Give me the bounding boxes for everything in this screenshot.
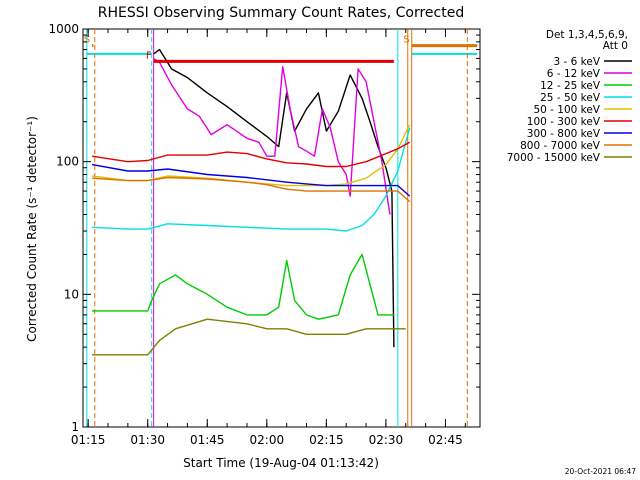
legend-label-1: 3 - 6 keV — [553, 56, 600, 68]
chart-title: RHESSI Observing Summary Count Rates, Co… — [98, 5, 464, 21]
legend-header-1: Det 1,3,4,5,6,9, — [546, 29, 628, 41]
series-line-2 — [153, 57, 391, 215]
annotation-label-1: S — [84, 35, 90, 46]
x-tick-label-2: 01:30 — [130, 433, 165, 447]
vertical-markers — [86, 29, 478, 427]
x-tick-label-4: 02:00 — [250, 433, 285, 447]
legend-label-9: 7000 - 15000 keV — [507, 152, 601, 164]
y-axis-label: Corrected Count Rate (s⁻¹ detector⁻¹) — [25, 116, 39, 342]
annotation-label-3: F — [146, 50, 152, 61]
legend-label-3: 12 - 25 keV — [540, 80, 601, 92]
timestamp: 20-Oct-2021 06:47 — [565, 467, 636, 476]
x-tick-label-6: 02:30 — [369, 433, 404, 447]
annotation-label-2: S — [403, 35, 409, 46]
axes: 01:15 01:30 01:45 02:00 02:15 02:30 02:45 1 10 10… — [48, 22, 480, 447]
y-tick-label-1: 1 — [71, 420, 79, 434]
plot-area-frame — [82, 28, 481, 428]
series-line-8 — [92, 176, 411, 203]
y-tick-label-4: 1000 — [48, 22, 79, 36]
legend-header-2: Att 0 — [603, 40, 628, 52]
x-axis-label: Start Time (19-Aug-04 01:13:42) — [183, 456, 379, 470]
legend-label-2: 6 - 12 keV — [547, 68, 601, 80]
legend-label-4: 25 - 50 keV — [540, 92, 601, 104]
y-tick-label-3: 100 — [56, 155, 79, 169]
series-lines — [91, 48, 411, 356]
x-tick-label-5: 02:15 — [309, 433, 344, 447]
legend-label-7: 300 - 800 keV — [527, 128, 601, 140]
x-tick-label-1: 01:15 — [71, 433, 106, 447]
series-line-1 — [153, 48, 395, 348]
x-tick-label-7: 02:45 — [428, 433, 463, 447]
series-line-4 — [92, 127, 411, 232]
series-line-3 — [92, 253, 394, 320]
legend-label-8: 800 - 7000 keV — [520, 140, 601, 152]
x-tick-label-3: 01:45 — [190, 433, 225, 447]
series-line-7 — [91, 163, 411, 197]
legend-label-5: 50 - 100 keV — [533, 104, 600, 116]
legend-label-6: 100 - 300 keV — [527, 116, 601, 128]
y-tick-label-2: 10 — [64, 287, 79, 301]
series-line-9 — [92, 318, 406, 356]
series-line-6 — [91, 141, 411, 168]
annotation-bars: S S F — [84, 35, 478, 63]
